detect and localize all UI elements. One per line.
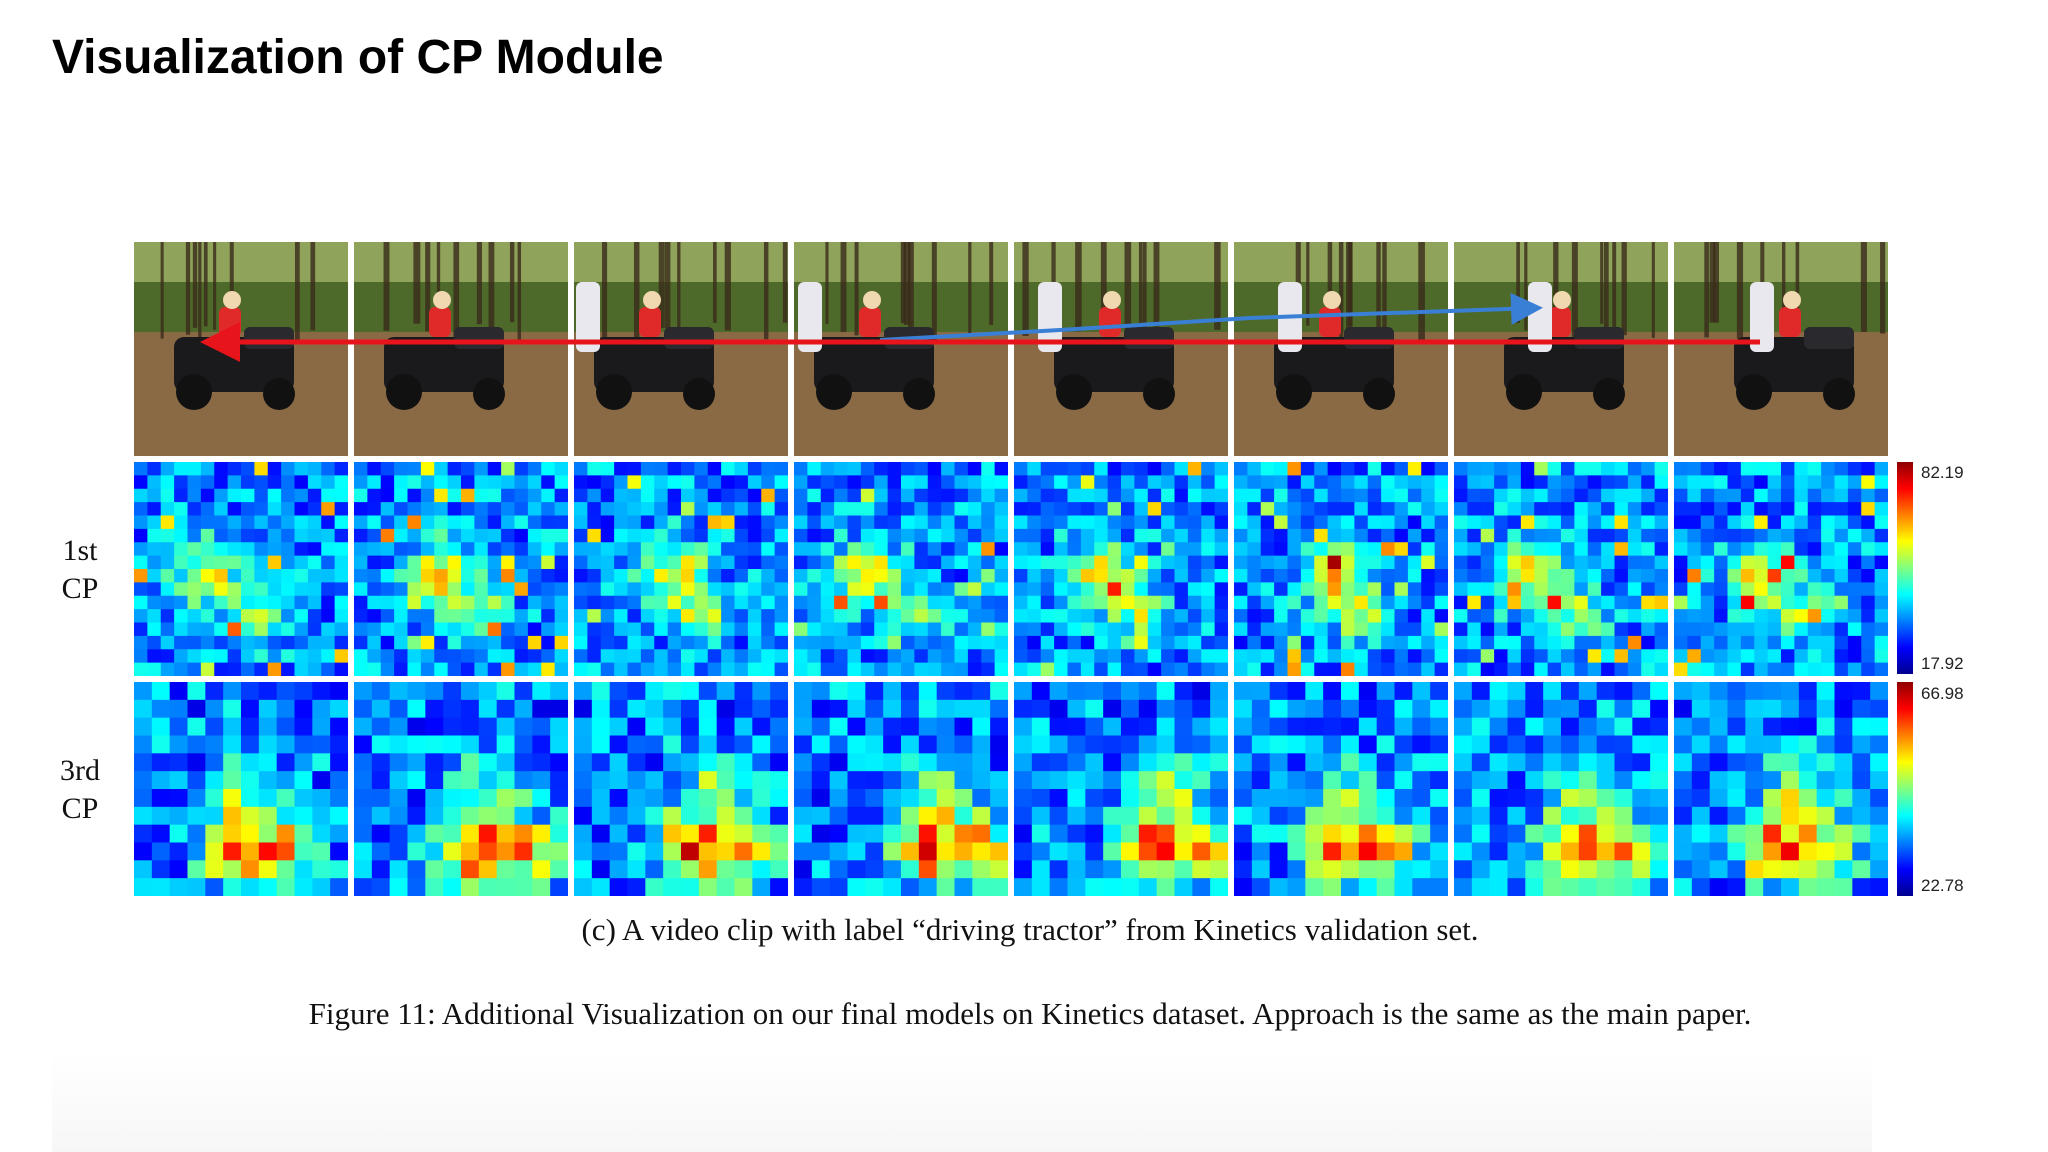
slide-title: Visualization of CP Module: [52, 31, 664, 84]
colorbar-1st-cp: [1897, 462, 1913, 674]
video-frame-6: [1234, 242, 1448, 456]
video-frame-2: [354, 242, 568, 456]
cp1-heatmap-1: [134, 462, 348, 676]
row-label-3rd-cp-line1: 3rd: [60, 754, 100, 787]
cp3-heatmap-8: [1674, 682, 1888, 896]
row-label-3rd-cp: 3rd CP: [40, 752, 120, 828]
cp3-heatmap-1: [134, 682, 348, 896]
video-frame-1: [134, 242, 348, 456]
subfigure-caption: (c) A video clip with label “driving tra…: [581, 912, 1479, 947]
cp1-heatmap-2: [354, 462, 568, 676]
cp1-heatmap-8: [1674, 462, 1888, 676]
cp3-heatmap-6: [1234, 682, 1448, 896]
video-frame-5: [1014, 242, 1228, 456]
cp1-heatmap-7: [1454, 462, 1668, 676]
row-label-1st-cp-line2: CP: [61, 572, 99, 605]
colorbar-3rd-cp-min: 22.78: [1921, 876, 1964, 895]
video-frame-7: [1454, 242, 1668, 456]
row-label-1st-cp: 1st CP: [40, 532, 120, 608]
cp1-heatmap-3: [574, 462, 788, 676]
video-frame-8: [1674, 242, 1888, 456]
video-frame-4: [794, 242, 1008, 456]
row-label-3rd-cp-line2: CP: [61, 792, 99, 825]
cp3-heatmap-7: [1454, 682, 1668, 896]
colorbar-3rd-cp: [1897, 682, 1913, 896]
colorbar-1st-cp-min: 17.92: [1921, 654, 1964, 673]
cp3-heatmap-4: [794, 682, 1008, 896]
cp3-heatmap-5: [1014, 682, 1228, 896]
figure-scan-background: [52, 1050, 1872, 1152]
colorbar-1st-cp-max: 82.19: [1921, 463, 1964, 482]
cp1-heatmap-5: [1014, 462, 1228, 676]
row-label-1st-cp-line1: 1st: [62, 534, 98, 567]
cp3-heatmap-2: [354, 682, 568, 896]
colorbar-3rd-cp-max: 66.98: [1921, 684, 1964, 703]
cp1-heatmap-4: [794, 462, 1008, 676]
cp3-heatmap-3: [574, 682, 788, 896]
cp1-heatmap-6: [1234, 462, 1448, 676]
video-frame-3: [574, 242, 788, 456]
figure-caption: Figure 11: Additional Visualization on o…: [308, 996, 1752, 1031]
